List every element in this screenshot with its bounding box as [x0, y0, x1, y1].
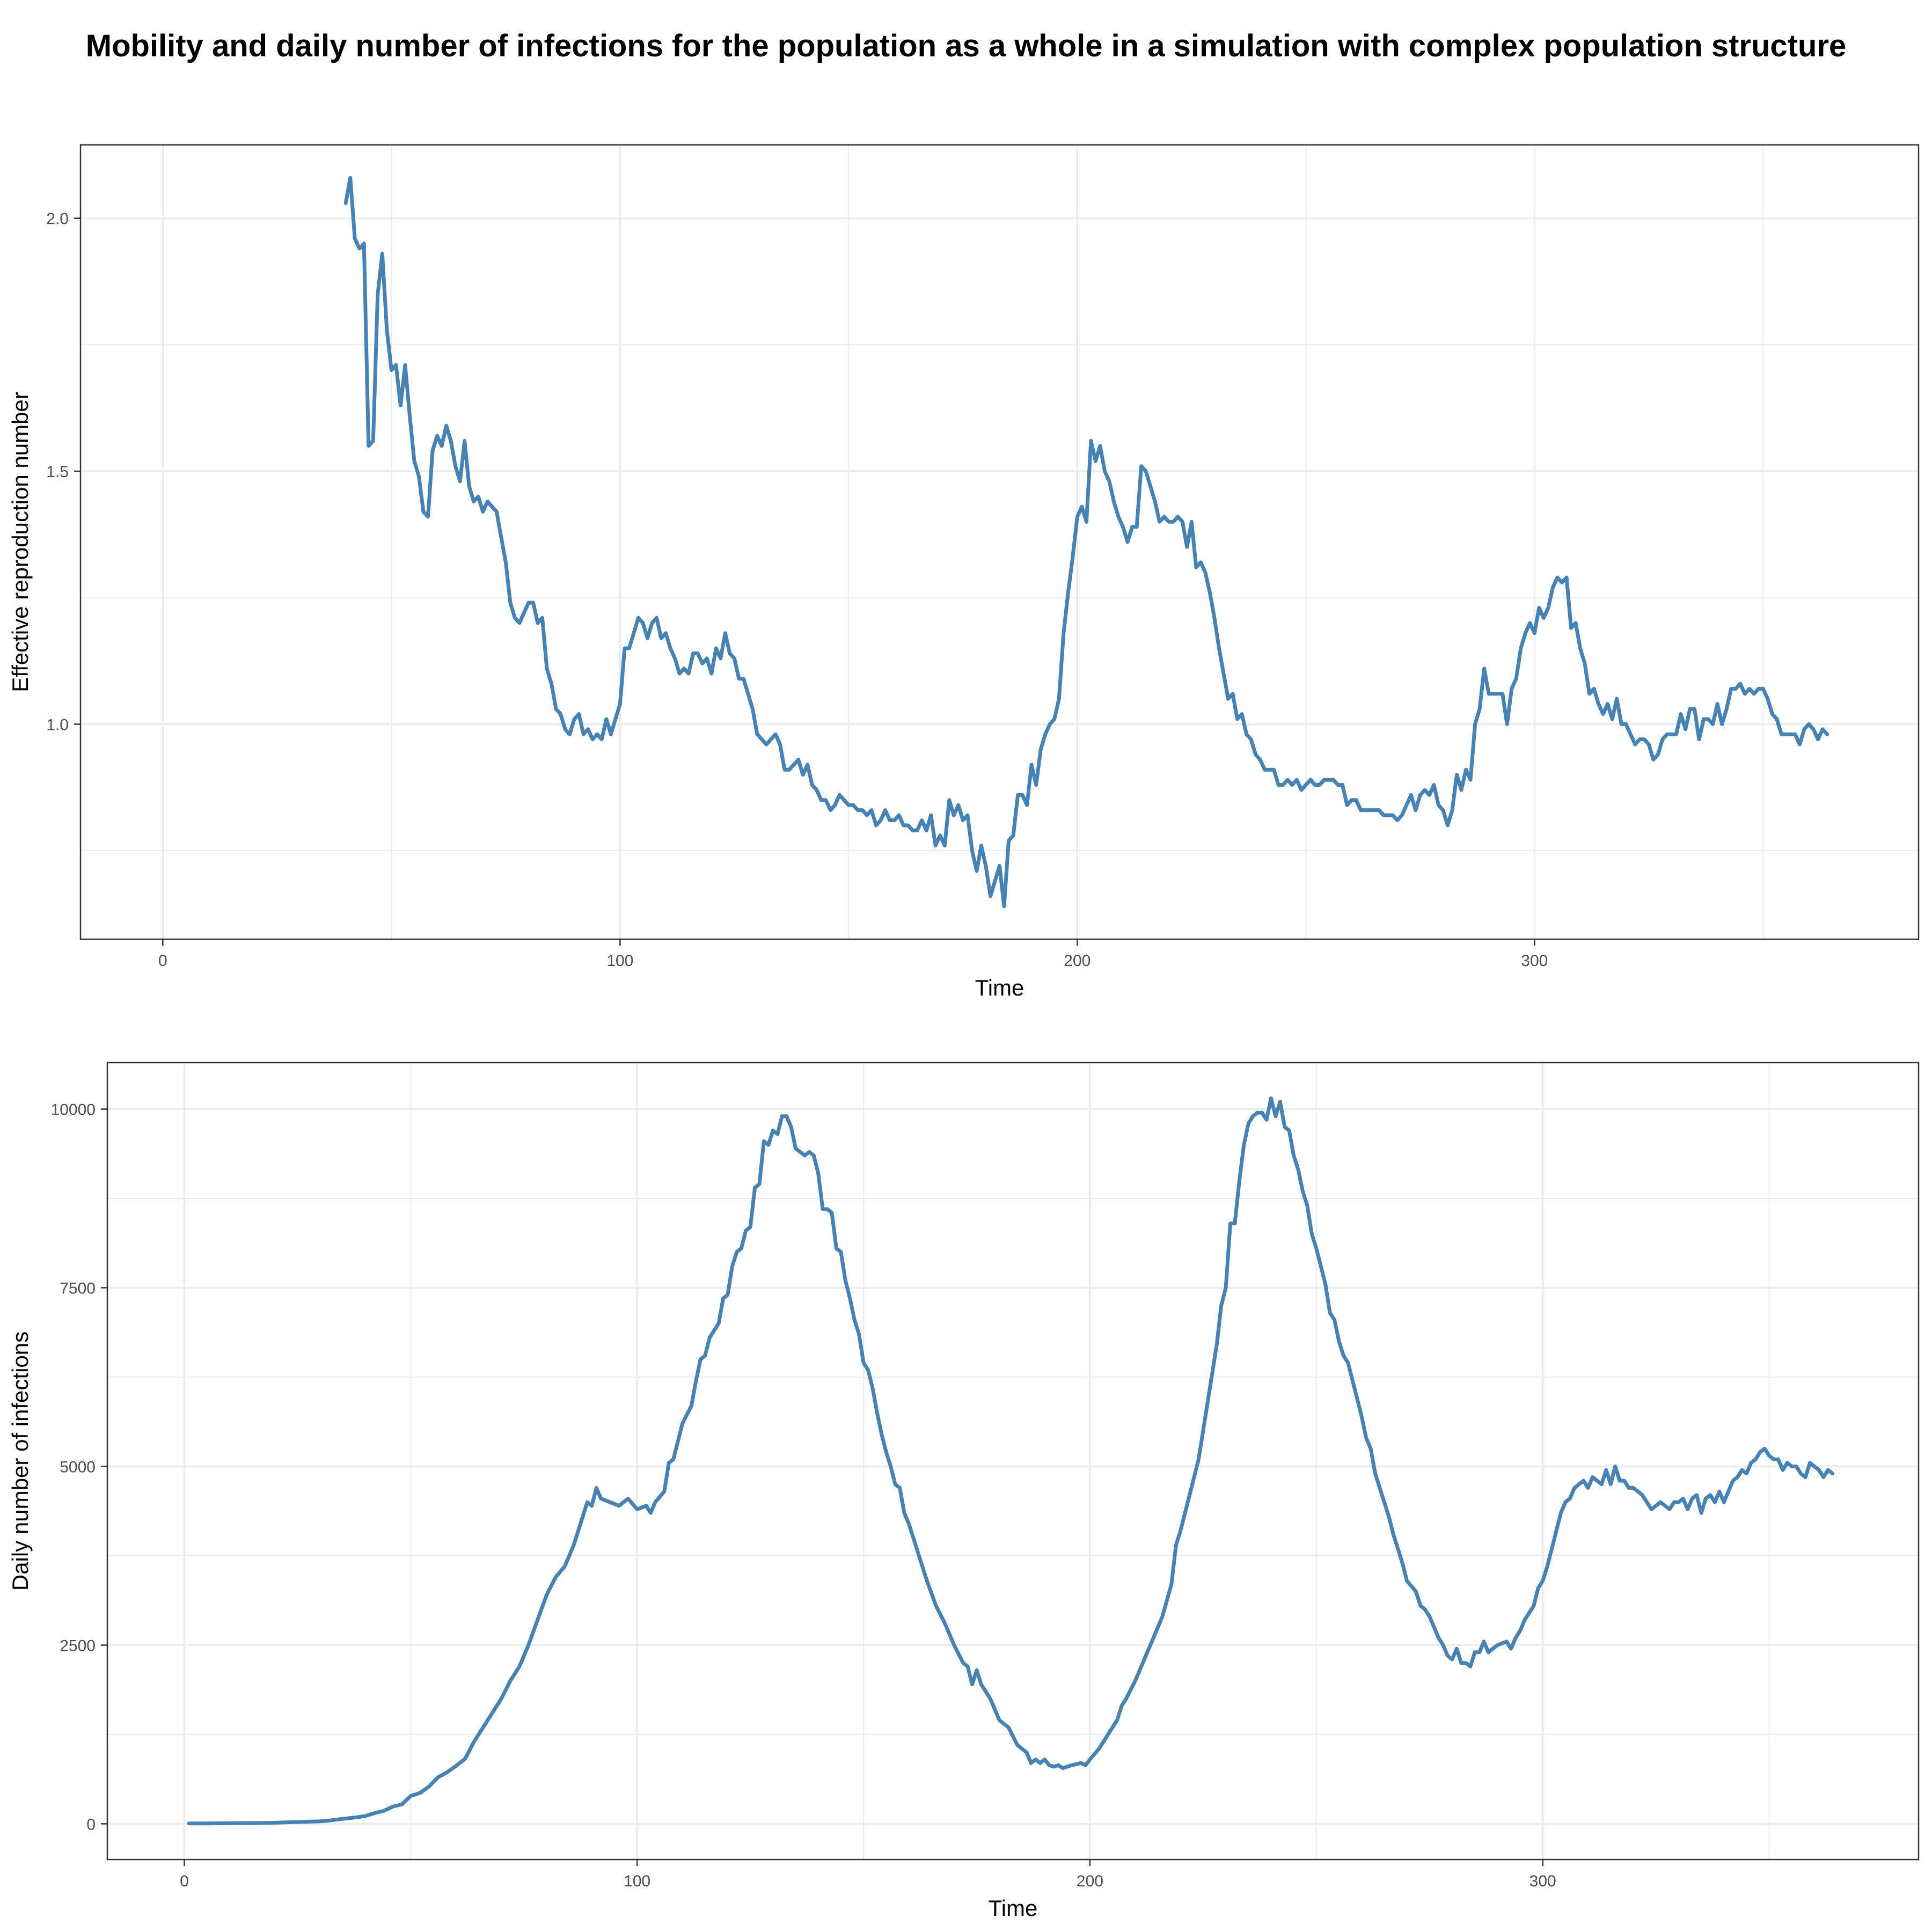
- rt-x-ticks: 0 100 200 300: [158, 939, 1548, 970]
- rt-grid: [80, 145, 1919, 939]
- infections-x-tick-label: 300: [1529, 1872, 1556, 1890]
- infections-series-line: [187, 1096, 1835, 1826]
- rt-x-axis-title: Time: [975, 975, 1024, 1000]
- infections-y-axis-title: Daily number of infections: [8, 1331, 33, 1591]
- infections-y-tick-label: 2500: [60, 1637, 96, 1655]
- rt-panel-border: [79, 144, 1920, 940]
- rt-y-axis-title: Effective reproduction number: [8, 392, 33, 692]
- rt-y-tick-label: 2.0: [46, 210, 69, 228]
- infections-y-tick-label: 0: [86, 1816, 96, 1833]
- infections-panel-border: [106, 1062, 1920, 1861]
- rt-x-tick-label: 300: [1521, 952, 1548, 970]
- main-title: Mobility and daily number of infections …: [85, 28, 1847, 63]
- rt-series-line: [343, 175, 1829, 909]
- rt-x-tick-label: 200: [1064, 952, 1091, 970]
- infections-grid: [107, 1063, 1919, 1860]
- infections-x-tick-label: 0: [180, 1872, 189, 1890]
- infections-y-ticks: 0 2500 5000 7500 10000: [51, 1101, 107, 1833]
- infections-y-tick-label: 7500: [60, 1280, 96, 1298]
- rt-y-tick-label: 1.0: [46, 716, 69, 734]
- infections-y-tick-label: 10000: [51, 1101, 96, 1119]
- rt-y-ticks: 1.0 1.5 2.0: [46, 210, 80, 734]
- infections-x-axis-title: Time: [989, 1896, 1038, 1921]
- rt-x-tick-label: 100: [606, 952, 633, 970]
- infections-x-ticks: 0 100 200 300: [180, 1860, 1556, 1890]
- rt-chart: 0 100 200 300 1.0 1.5 2.0 Time Effective repr…: [8, 144, 1920, 1000]
- rt-x-tick-label: 0: [158, 952, 167, 970]
- infections-x-tick-label: 200: [1077, 1872, 1103, 1890]
- rt-y-tick-label: 1.5: [46, 463, 69, 481]
- infections-y-tick-label: 5000: [60, 1458, 96, 1476]
- infections-x-tick-label: 100: [624, 1872, 650, 1890]
